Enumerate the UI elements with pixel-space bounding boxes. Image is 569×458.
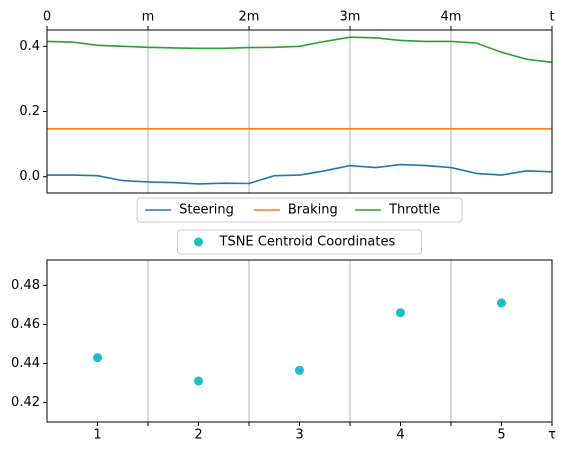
x-tick-label: 2: [194, 428, 202, 443]
legend-label: TSNE Centroid Coordinates: [219, 235, 396, 250]
plot-frame: [46, 259, 553, 423]
x-tick-label: 3m: [340, 10, 361, 25]
scatter-point: [497, 298, 506, 308]
x-tick-label: τ: [548, 428, 556, 443]
x-tick-label: t: [549, 10, 554, 25]
y-tick-label: 0.44: [11, 356, 40, 371]
scatter-point: [93, 353, 102, 363]
y-tick-label: 0.42: [11, 395, 40, 410]
x-tick-label: 4m: [441, 10, 462, 25]
x-tick-label: m: [142, 10, 155, 25]
x-tick-label: 2m: [239, 10, 260, 25]
scatter-point: [194, 376, 203, 386]
x-tick-label: 4: [396, 428, 404, 443]
y-tick-label: 0.0: [19, 169, 40, 184]
y-tick-label: 0.48: [11, 278, 40, 293]
y-tick-label: 0.4: [19, 39, 40, 54]
legend-label: Braking: [288, 203, 338, 218]
x-tick-label: 3: [295, 428, 303, 443]
legend-frame: [177, 229, 422, 255]
legend-label: Steering: [179, 203, 234, 218]
x-tick-label: 5: [497, 428, 505, 443]
plot-frame: [46, 29, 553, 194]
y-tick-label: 0.2: [19, 104, 40, 119]
legend-swatch: [194, 237, 203, 247]
y-tick-label: 0.46: [11, 317, 40, 332]
legend-frame: [136, 197, 463, 223]
line-series: [47, 163, 553, 185]
x-tick-label: 1: [93, 428, 101, 443]
scatter-point: [396, 308, 405, 318]
line-series: [46, 36, 553, 64]
scatter-point: [295, 365, 304, 375]
x-tick-label: 0: [43, 10, 51, 25]
legend-label: Throttle: [388, 203, 440, 218]
